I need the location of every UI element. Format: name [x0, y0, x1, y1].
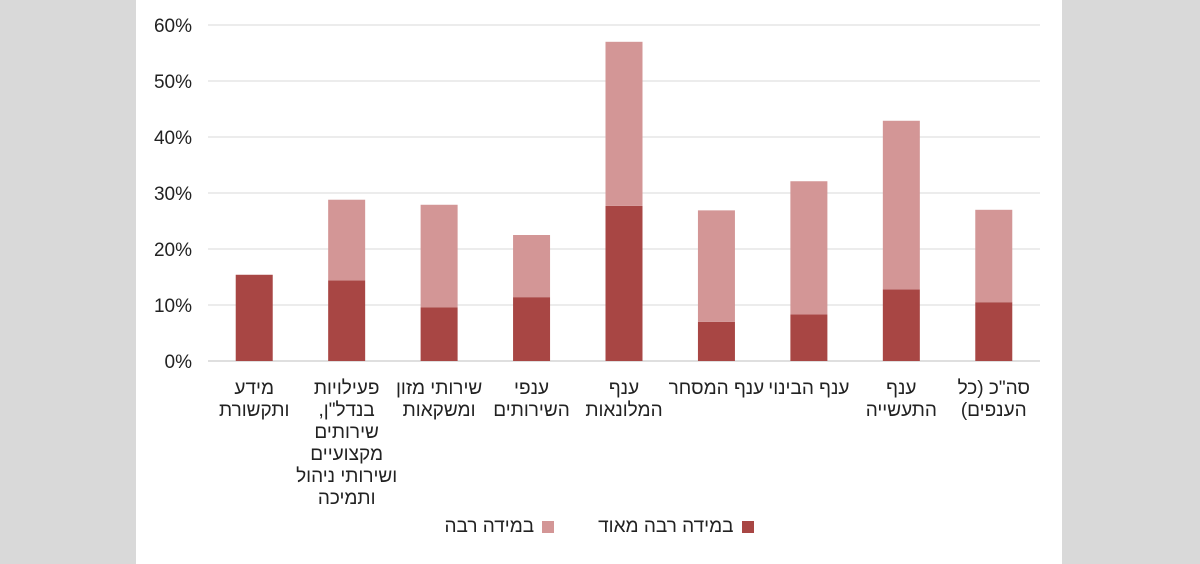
legend-label-very-large: במידה רבה מאוד	[598, 516, 734, 537]
category-label: ענף התעשייה	[865, 378, 937, 421]
category-label: סה"כ (כל הענפים)	[957, 378, 1030, 421]
bar-very-large	[790, 314, 828, 361]
bar-large	[420, 204, 458, 308]
y-tick-label: 60%	[154, 16, 192, 37]
y-tick-label: 20%	[154, 240, 192, 261]
category-label: ענף המסחר	[668, 378, 765, 399]
legend: במידה רבה מאוד במידה רבה	[136, 516, 1062, 538]
bar-very-large	[513, 297, 551, 361]
category-label: מידע ותקשורת	[219, 378, 290, 421]
bar-very-large	[420, 307, 458, 361]
chart-panel: 0% 10% 20% 30% 40% 50% 60% סה"כ (כל הענפים) ענף…	[136, 0, 1062, 564]
bar-very-large	[882, 289, 920, 361]
legend-item-very-large: במידה רבה מאוד	[598, 516, 754, 538]
bar-large	[882, 120, 920, 290]
bar-large	[790, 181, 828, 315]
y-tick-label: 10%	[154, 296, 192, 317]
stacked-bar-chart: 0% 10% 20% 30% 40% 50% 60%	[154, 16, 1040, 373]
category-label: שירותי מזון ומשקאות	[395, 378, 483, 421]
y-tick-label: 30%	[154, 184, 192, 205]
y-tick-label: 40%	[154, 128, 192, 149]
legend-item-large: במידה רבה	[445, 516, 555, 538]
category-label: פעילויות בנדל"ן, שירותים מקצועיים ושירות…	[296, 378, 398, 509]
bar-large	[328, 199, 366, 281]
bar-very-large	[328, 280, 366, 361]
y-tick-label: 50%	[154, 72, 192, 93]
y-tick-label: 0%	[165, 352, 193, 373]
bar-large	[513, 235, 551, 298]
bar-large	[697, 210, 735, 322]
bar-very-large	[975, 302, 1013, 361]
category-label: ענפי השירותים	[493, 378, 570, 421]
legend-swatch-large	[542, 521, 555, 533]
bar-very-large	[235, 274, 273, 361]
bar-very-large	[697, 321, 735, 361]
bar-very-large	[605, 205, 643, 361]
category-label: ענף המלונאות	[585, 378, 663, 421]
category-label: ענף הבינוי	[768, 378, 850, 399]
legend-swatch-very-large	[741, 521, 754, 533]
bar-large	[605, 41, 643, 206]
bar-large	[975, 209, 1013, 303]
legend-label-large: במידה רבה	[444, 516, 535, 537]
